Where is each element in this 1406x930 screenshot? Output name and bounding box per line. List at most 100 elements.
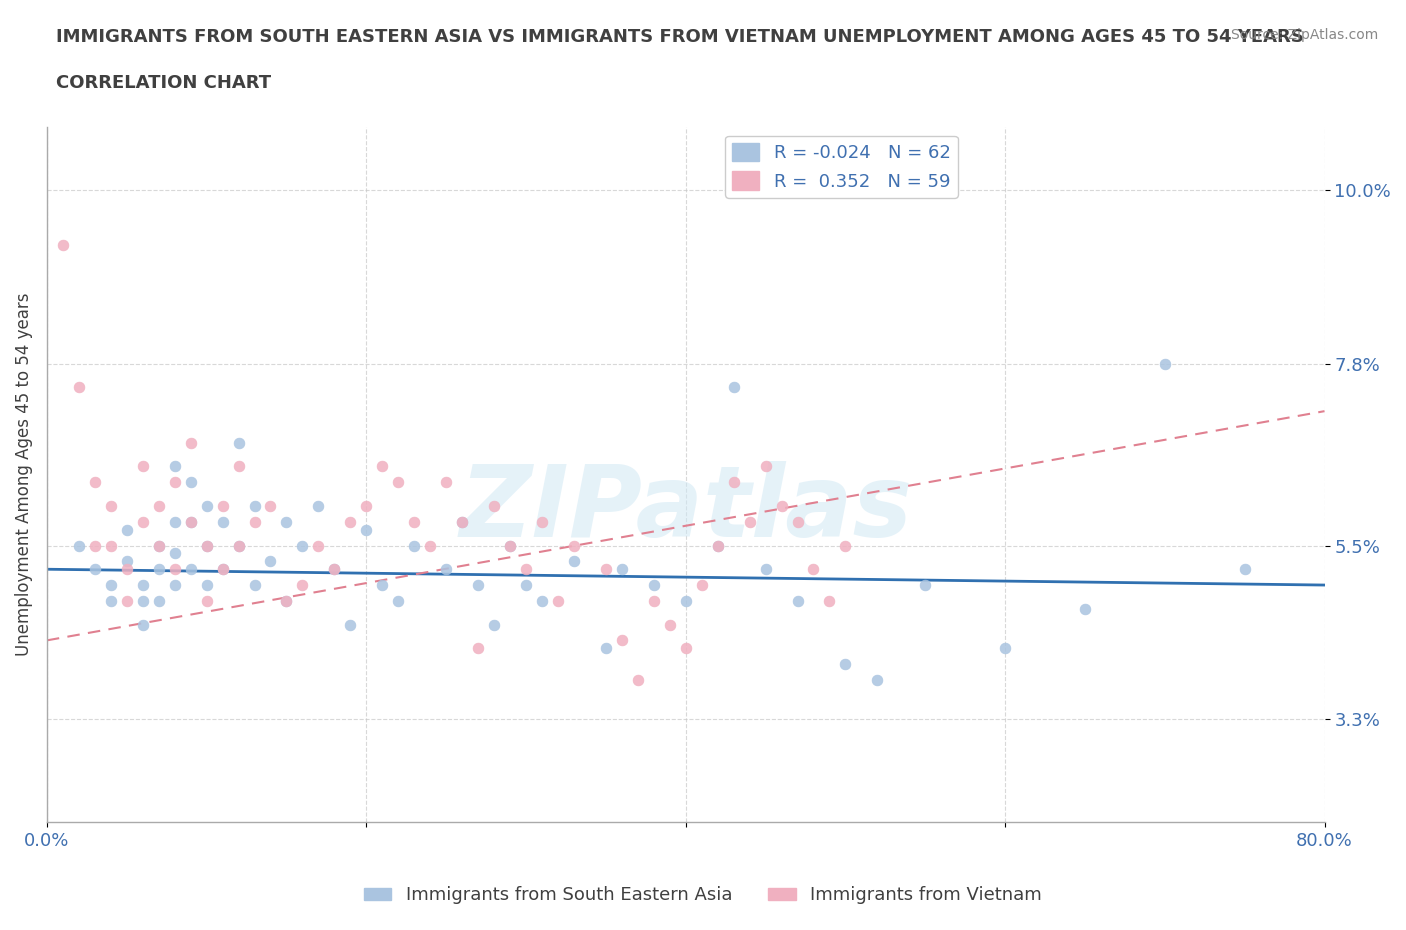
Point [115,523,138,538]
Point [259,554,281,569]
Point [243,514,266,529]
Point [195,538,218,553]
Point [195,593,218,608]
Point [738,514,761,529]
Point [803,562,825,577]
Point [371,578,394,592]
Point [180,562,202,577]
Text: IMMIGRANTS FROM SOUTH EASTERN ASIA VS IMMIGRANTS FROM VIETNAM UNEMPLOYMENT AMONG: IMMIGRANTS FROM SOUTH EASTERN ASIA VS IM… [56,28,1303,46]
Point [690,578,713,592]
Point [515,562,537,577]
Point [52,238,75,253]
Point [818,593,841,608]
Point [914,578,936,592]
Point [100,498,122,513]
Point [419,538,441,553]
Point [291,578,314,592]
Legend: Immigrants from South Eastern Asia, Immigrants from Vietnam: Immigrants from South Eastern Asia, Immi… [357,879,1049,911]
Point [323,562,346,577]
Point [356,523,378,538]
Point [228,538,250,553]
Point [148,538,170,553]
Point [786,593,808,608]
Point [610,633,633,648]
Point [163,475,186,490]
Point [195,498,218,513]
Point [467,578,489,592]
Point [547,593,569,608]
Point [451,514,474,529]
Point [100,538,122,553]
Point [276,593,298,608]
Legend: R = -0.024   N = 62, R =  0.352   N = 59: R = -0.024 N = 62, R = 0.352 N = 59 [725,136,957,198]
Point [163,459,186,474]
Point [307,498,329,513]
Point [148,538,170,553]
Point [83,538,105,553]
Point [132,459,155,474]
Point [132,514,155,529]
Point [211,562,233,577]
Point [228,538,250,553]
Point [387,475,409,490]
Point [404,514,426,529]
Point [276,593,298,608]
Point [291,538,314,553]
Point [243,498,266,513]
Point [1233,562,1256,577]
Point [530,514,553,529]
Point [994,641,1017,656]
Point [434,562,457,577]
Point [356,498,378,513]
Point [387,593,409,608]
Point [115,554,138,569]
Point [195,538,218,553]
Y-axis label: Unemployment Among Ages 45 to 54 years: Unemployment Among Ages 45 to 54 years [15,293,32,657]
Point [754,459,776,474]
Point [148,593,170,608]
Point [180,514,202,529]
Point [371,459,394,474]
Text: ZIPatlas: ZIPatlas [460,460,912,558]
Point [482,618,505,632]
Point [115,562,138,577]
Point [211,514,233,529]
Point [67,538,90,553]
Point [323,562,346,577]
Point [499,538,522,553]
Point [706,538,728,553]
Point [562,554,585,569]
Point [163,546,186,561]
Point [100,578,122,592]
Point [610,562,633,577]
Point [467,641,489,656]
Point [132,578,155,592]
Point [83,562,105,577]
Point [163,562,186,577]
Point [499,538,522,553]
Point [211,498,233,513]
Point [786,514,808,529]
Point [770,498,793,513]
Point [83,475,105,490]
Point [163,578,186,592]
Point [404,538,426,553]
Point [834,657,856,671]
Point [658,618,681,632]
Text: CORRELATION CHART: CORRELATION CHART [56,74,271,92]
Point [180,435,202,450]
Point [148,562,170,577]
Point [67,380,90,395]
Point [530,593,553,608]
Point [339,514,361,529]
Point [211,562,233,577]
Point [515,578,537,592]
Point [115,593,138,608]
Point [1153,356,1175,371]
Point [180,475,202,490]
Point [307,538,329,553]
Point [259,498,281,513]
Point [595,641,617,656]
Point [243,578,266,592]
Point [451,514,474,529]
